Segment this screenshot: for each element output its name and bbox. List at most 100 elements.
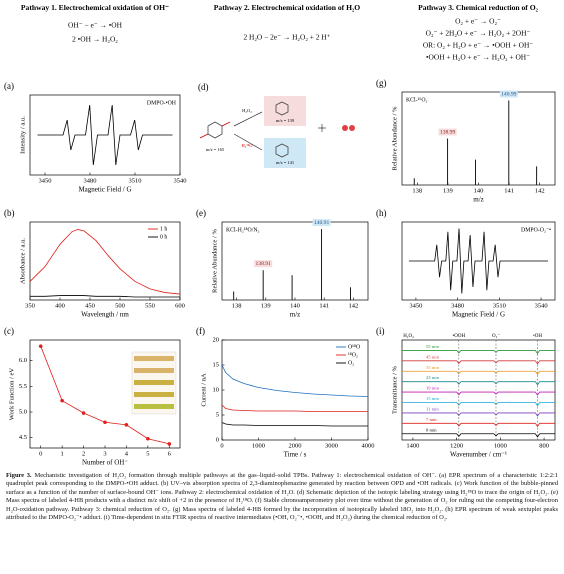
data-line [37,104,173,166]
x-tick-label: 3450 [409,302,422,309]
x-tick-label: 3480 [451,302,464,309]
y-axis-label: Intensity / a.u. [20,116,27,154]
pathway-title: Pathway 3. Chemical reduction of O₂ [418,3,539,12]
data-line [408,228,549,294]
annotation: •OOH [453,334,466,339]
data-line [402,381,555,386]
y-axis-label: Absorbance / a.u. [20,238,27,284]
x-tick-label: 500 [115,302,125,309]
y-tick-label: 10 [213,386,220,393]
y-axis-label: Work Function / eV [9,368,16,421]
annotation: DMPO-•OH [147,100,177,106]
data-point [103,420,107,425]
peak-label: 140.99 [501,91,517,97]
x-tick-label: 3510 [493,302,506,309]
x-axis-label: m/z [290,311,301,319]
data-line [221,364,369,397]
x-tick-label: 2000 [289,442,302,449]
product-box [264,96,306,126]
x-tick-label: 6 [168,450,172,457]
plot-frame [401,91,556,186]
y-tick-label: 15 [213,361,220,368]
arrow [233,133,263,151]
x-tick-label: 139 [443,187,453,194]
data-point [60,398,64,403]
line-label: 35 min [426,365,440,370]
legend-label: O₂ [348,360,354,366]
slab [134,380,174,385]
equation: O₂⁻ + 2H₂O + e⁻ → H₂O₂ + 2OH⁻ [426,29,531,38]
panel-label: (f) [196,326,205,336]
molecule [275,101,289,116]
data-line [221,422,368,427]
peak-label-bg [438,128,457,136]
slab [134,356,174,361]
peak-label-bg [312,219,331,227]
x-tick-label: 1000 [494,442,507,449]
x-tick-label: 350 [25,302,35,309]
data-line [402,422,555,428]
data-line [402,391,555,396]
annotation: O₂⁻ [492,334,500,339]
legend-label: O¹⁸O [348,344,360,350]
equation: 2 •OH → H₂O₂ [72,35,118,44]
x-tick-label: 138 [232,302,242,309]
arrow [233,111,263,127]
x-tick-label: 3540 [535,302,548,309]
molecule [207,121,223,139]
x-tick-label: 0 [39,450,42,457]
diagram: (d) m/z = 165 H₂O₂ H₂¹⁸O m/z = 139 m/z =… [198,82,355,168]
x-tick-label: 400 [55,302,65,309]
y-tick-label: 4.5 [19,434,27,441]
y-axis-label: Current / nA [201,373,208,407]
structure-inset [131,351,177,415]
y-tick-label: 0 [216,436,219,443]
data-point [124,423,129,427]
data-line [30,295,180,298]
x-tick-label: 1 [61,450,64,457]
data-point [38,344,43,348]
line-label: 23 min [426,375,440,380]
bond [199,133,209,139]
atom [342,125,348,131]
product-box [264,138,306,168]
data-line [402,350,555,355]
pathway-title: Pathway 1. Electrochemical oxidation of … [21,3,169,12]
equation: OR: O₂ + H₂O + e⁻ → •OOH + OH⁻ [423,41,533,50]
annotation: H₂O₂ [403,334,414,339]
data-point [81,411,86,415]
mass-label: m/z = 141 [276,160,294,165]
x-tick-label: 4 [125,450,129,457]
caption: Figure 3. Mechanistic investigation of H₂… [6,472,558,522]
y-tick-label: 5 [216,411,219,418]
x-tick-label: 138 [412,187,422,194]
bond [221,121,231,127]
plot-frame [401,221,556,301]
y-tick-label: 20 [213,336,220,343]
line-label: 19 min [426,386,440,391]
peak-label: 138.99 [440,129,456,135]
x-axis-label: Number of OH⁻ [82,459,128,467]
pathway-title: Pathway 2. Electrochemical oxidation of … [214,3,360,12]
equation: O₂ + e⁻ → O₂⁻ [455,17,501,26]
panel-label: (g) [376,78,387,88]
slab [134,404,174,409]
data-line [402,433,555,438]
x-tick-label: 3000 [325,442,338,449]
line-label: 15 min [426,396,440,401]
panel-label: (e) [196,208,206,218]
x-tick-label: 141 [504,187,514,194]
x-tick-label: 142 [535,187,545,194]
slab [134,392,174,397]
line-label: 55 min [426,344,440,349]
panel-label: (d) [198,82,209,92]
line-label: 45 min [426,354,440,359]
x-tick-label: 140 [290,302,300,309]
data-point [146,436,150,441]
x-tick-label: 140 [474,187,484,194]
y-tick-label: 6.0 [19,357,27,364]
plot-frame [29,94,181,176]
x-tick-label: 1400 [406,442,419,449]
caption-label: Figure 3. [6,472,32,479]
plot-frame [29,221,181,301]
